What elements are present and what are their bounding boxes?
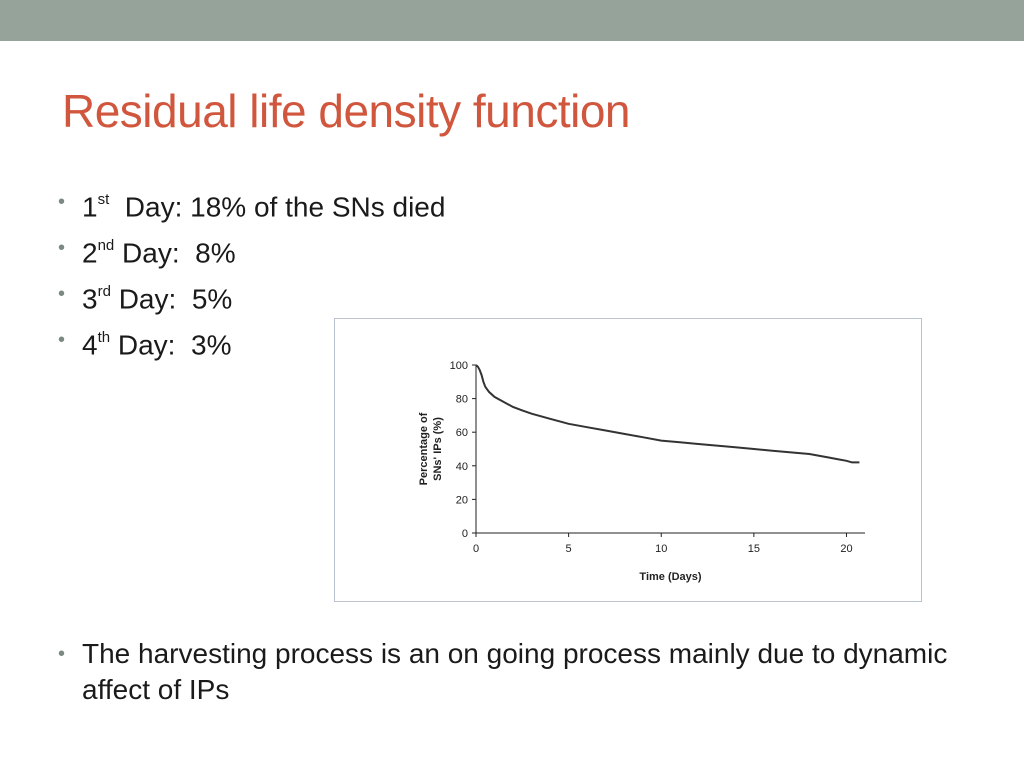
bullet-ordinal: th [97,329,111,346]
bullet-text: Day: 3% [110,329,232,361]
x-axis-title: Time (Days) [639,571,701,583]
bullet-item: • 1st Day: 18% of the SNs died [58,182,958,228]
y-tick-label: 0 [462,528,468,540]
x-tick-label: 15 [748,543,760,555]
bullet-ordinal: rd [97,283,111,300]
x-tick-label: 5 [566,543,572,555]
x-tick-label: 10 [655,543,667,555]
series-line [475,364,860,464]
y-tick-label: 100 [450,360,468,372]
bullet-item: • 3rd Day: 5% [58,274,958,320]
chart-figure: 0 5 10 15 20 0 20 40 60 80 100 Time (Days) Percent… [334,318,922,602]
slide-title: Residual life density function [62,85,631,137]
chart-axes [475,365,865,534]
bullet-item-summary: • The harvesting process is an on going … [58,636,962,708]
bullet-ordinal: nd [97,237,115,254]
bullet-text: The harvesting process is an on going pr… [82,638,948,705]
line-chart: 0 5 10 15 20 0 20 40 60 80 100 Time (Days) Percent… [418,360,865,583]
bullet-dot-icon: • [58,283,66,305]
x-tick-label: 0 [473,543,479,555]
bullet-text: Day: 5% [110,283,233,315]
y-tick-label: 60 [456,427,468,439]
bullet-dot-icon: • [58,237,66,259]
bullet-number: 3 [82,283,98,315]
y-tick-label: 20 [456,494,468,506]
bullet-text: Day: 18% of the SNs died [109,191,446,223]
top-accent-bar [0,0,1024,41]
y-tick-label: 80 [456,394,468,406]
chart-ticks: 0 5 10 15 20 0 20 40 60 80 100 [450,360,853,555]
y-axis-title: Percentage of SNs' IPs (%) [418,412,444,485]
x-tick-label: 20 [840,543,852,555]
bullet-dot-icon: • [58,329,66,351]
bullet-dot-icon: • [58,191,66,213]
bullet-dot-icon: • [58,643,66,665]
bullet-number: 1 [82,191,98,223]
bullet-number: 2 [82,237,98,269]
bullet-text: Day: 8% [114,237,236,269]
bullet-item: • 2nd Day: 8% [58,228,958,274]
bullet-number: 4 [82,329,98,361]
y-tick-label: 40 [456,461,468,473]
y-axis-title-line-1: Percentage of [418,412,430,485]
bullet-ordinal: st [97,191,110,208]
bullet-list: • 1st Day: 18% of the SNs died • 2nd Day… [58,182,958,366]
y-axis-title-line-2: SNs' IPs (%) [432,417,444,481]
bullet-item: • 4th Day: 3% [58,320,958,366]
